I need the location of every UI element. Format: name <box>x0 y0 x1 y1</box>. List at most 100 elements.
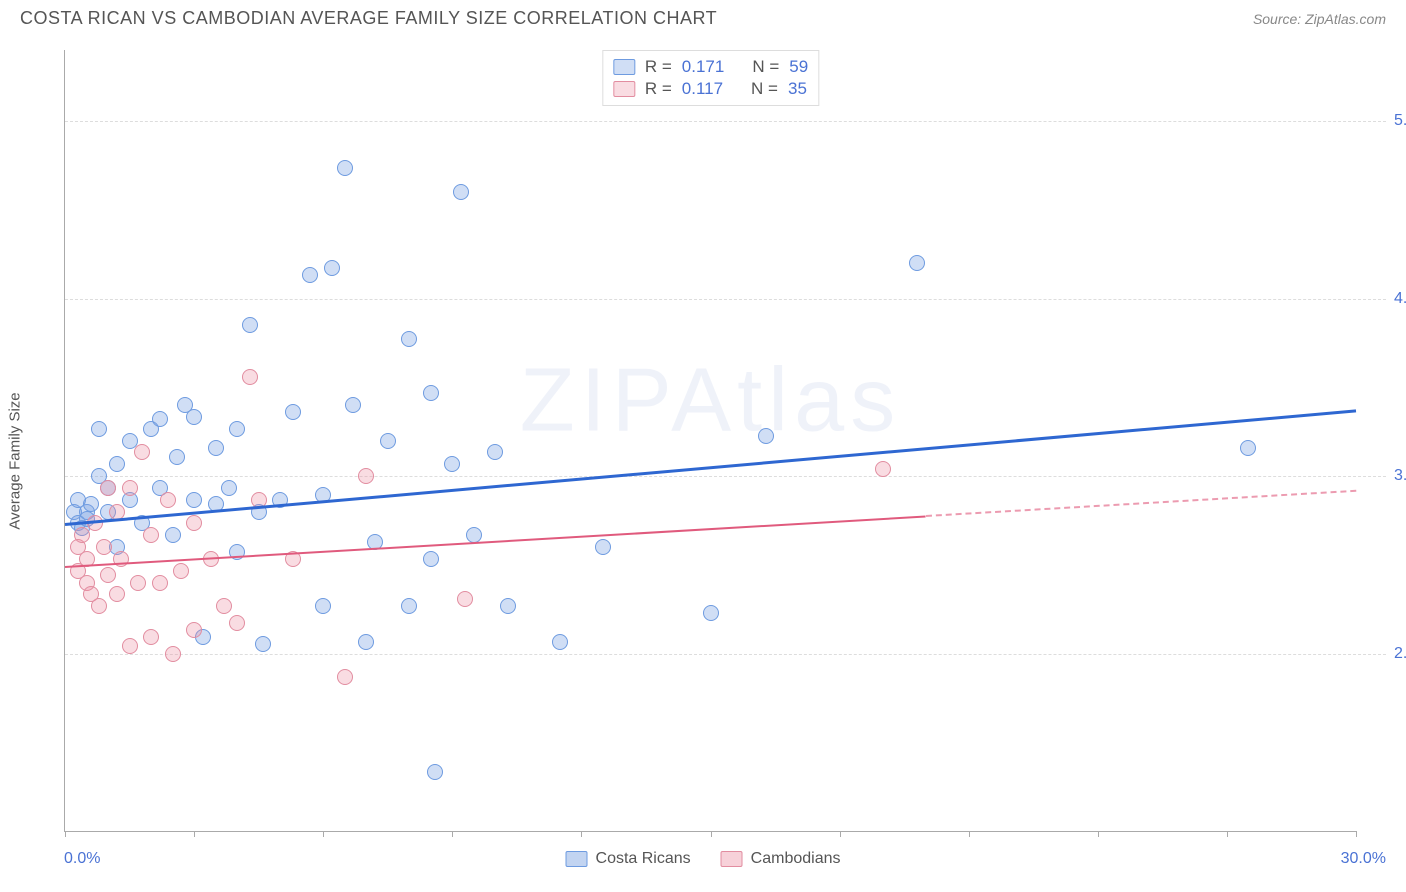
data-point-series-0 <box>401 331 417 347</box>
data-point-series-1 <box>134 444 150 460</box>
chart-container: Average Family Size ZIPAtlas R = 0.171 N… <box>20 40 1386 882</box>
x-tick <box>581 831 582 837</box>
chart-header: COSTA RICAN VS CAMBODIAN AVERAGE FAMILY … <box>0 0 1406 29</box>
r-label-1: R = <box>645 79 672 99</box>
data-point-series-0 <box>1240 440 1256 456</box>
y-tick-label: 3.50 <box>1386 467 1406 485</box>
data-point-series-0 <box>109 456 125 472</box>
legend-swatch-0 <box>566 851 588 867</box>
gridline-h <box>65 476 1386 477</box>
trendline-dashed-series-1 <box>926 490 1356 517</box>
data-point-series-0 <box>255 636 271 652</box>
legend-label-1: Cambodians <box>751 850 841 868</box>
data-point-series-1 <box>109 586 125 602</box>
x-tick <box>1227 831 1228 837</box>
data-point-series-0 <box>703 605 719 621</box>
data-point-series-1 <box>152 575 168 591</box>
data-point-series-0 <box>758 428 774 444</box>
trendline-series-0 <box>65 410 1356 527</box>
data-point-series-0 <box>285 404 301 420</box>
legend-stats: R = 0.171 N = 59 R = 0.117 N = 35 <box>602 50 819 106</box>
x-tick <box>969 831 970 837</box>
data-point-series-1 <box>186 622 202 638</box>
x-tick <box>194 831 195 837</box>
data-point-series-1 <box>160 492 176 508</box>
source-name: ZipAtlas.com <box>1305 11 1386 27</box>
x-tick <box>1356 831 1357 837</box>
data-point-series-0 <box>552 634 568 650</box>
gridline-h <box>65 121 1386 122</box>
y-axis-label: Average Family Size <box>7 392 24 529</box>
gridline-h <box>65 654 1386 655</box>
data-point-series-1 <box>358 468 374 484</box>
data-point-series-1 <box>143 629 159 645</box>
legend-item-1: Cambodians <box>721 850 841 868</box>
source-prefix: Source: <box>1253 11 1301 27</box>
data-point-series-0 <box>83 496 99 512</box>
data-point-series-1 <box>122 638 138 654</box>
data-point-series-0 <box>91 421 107 437</box>
data-point-series-1 <box>216 598 232 614</box>
x-tick <box>711 831 712 837</box>
data-point-series-0 <box>444 456 460 472</box>
x-tick <box>452 831 453 837</box>
data-point-series-0 <box>401 598 417 614</box>
data-point-series-1 <box>130 575 146 591</box>
r-value-0: 0.171 <box>682 57 725 77</box>
data-point-series-0 <box>453 184 469 200</box>
r-label-0: R = <box>645 57 672 77</box>
data-point-series-0 <box>500 598 516 614</box>
data-point-series-0 <box>315 598 331 614</box>
data-point-series-1 <box>143 527 159 543</box>
data-point-series-0 <box>122 433 138 449</box>
data-point-series-0 <box>337 160 353 176</box>
n-value-1: 35 <box>788 79 807 99</box>
gridline-h <box>65 299 1386 300</box>
data-point-series-0 <box>487 444 503 460</box>
data-point-series-0 <box>152 411 168 427</box>
data-point-series-0 <box>165 527 181 543</box>
legend-swatch-1 <box>721 851 743 867</box>
data-point-series-1 <box>91 598 107 614</box>
data-point-series-0 <box>208 440 224 456</box>
data-point-series-0 <box>229 421 245 437</box>
data-point-series-1 <box>165 646 181 662</box>
data-point-series-0 <box>186 492 202 508</box>
data-point-series-1 <box>122 480 138 496</box>
data-point-series-1 <box>337 669 353 685</box>
n-label-0: N = <box>752 57 779 77</box>
legend-label-0: Costa Ricans <box>596 850 691 868</box>
x-tick <box>65 831 66 837</box>
x-max-label: 30.0% <box>1341 850 1386 868</box>
y-tick-label: 4.25 <box>1386 290 1406 308</box>
legend-stats-row-1: R = 0.117 N = 35 <box>613 79 808 99</box>
data-point-series-0 <box>909 255 925 271</box>
data-point-series-0 <box>427 764 443 780</box>
data-point-series-0 <box>324 260 340 276</box>
data-point-series-1 <box>173 563 189 579</box>
legend-item-0: Costa Ricans <box>566 850 691 868</box>
data-point-series-0 <box>169 449 185 465</box>
data-point-series-1 <box>875 461 891 477</box>
plot-area: ZIPAtlas R = 0.171 N = 59 R = 0.117 N = … <box>64 50 1356 832</box>
y-tick-label: 2.75 <box>1386 645 1406 663</box>
r-value-1: 0.117 <box>682 79 723 99</box>
legend-series: Costa Ricans Cambodians <box>566 850 841 868</box>
data-point-series-1 <box>100 480 116 496</box>
data-point-series-0 <box>380 433 396 449</box>
n-label-1: N = <box>751 79 778 99</box>
data-point-series-0 <box>595 539 611 555</box>
x-min-label: 0.0% <box>64 850 100 868</box>
data-point-series-0 <box>423 551 439 567</box>
x-tick <box>1098 831 1099 837</box>
data-point-series-0 <box>242 317 258 333</box>
data-point-series-0 <box>423 385 439 401</box>
data-point-series-1 <box>100 567 116 583</box>
data-point-series-1 <box>74 527 90 543</box>
data-point-series-0 <box>302 267 318 283</box>
data-point-series-1 <box>186 515 202 531</box>
swatch-series-1 <box>613 81 635 97</box>
data-point-series-0 <box>358 634 374 650</box>
data-point-series-0 <box>345 397 361 413</box>
n-value-0: 59 <box>789 57 808 77</box>
